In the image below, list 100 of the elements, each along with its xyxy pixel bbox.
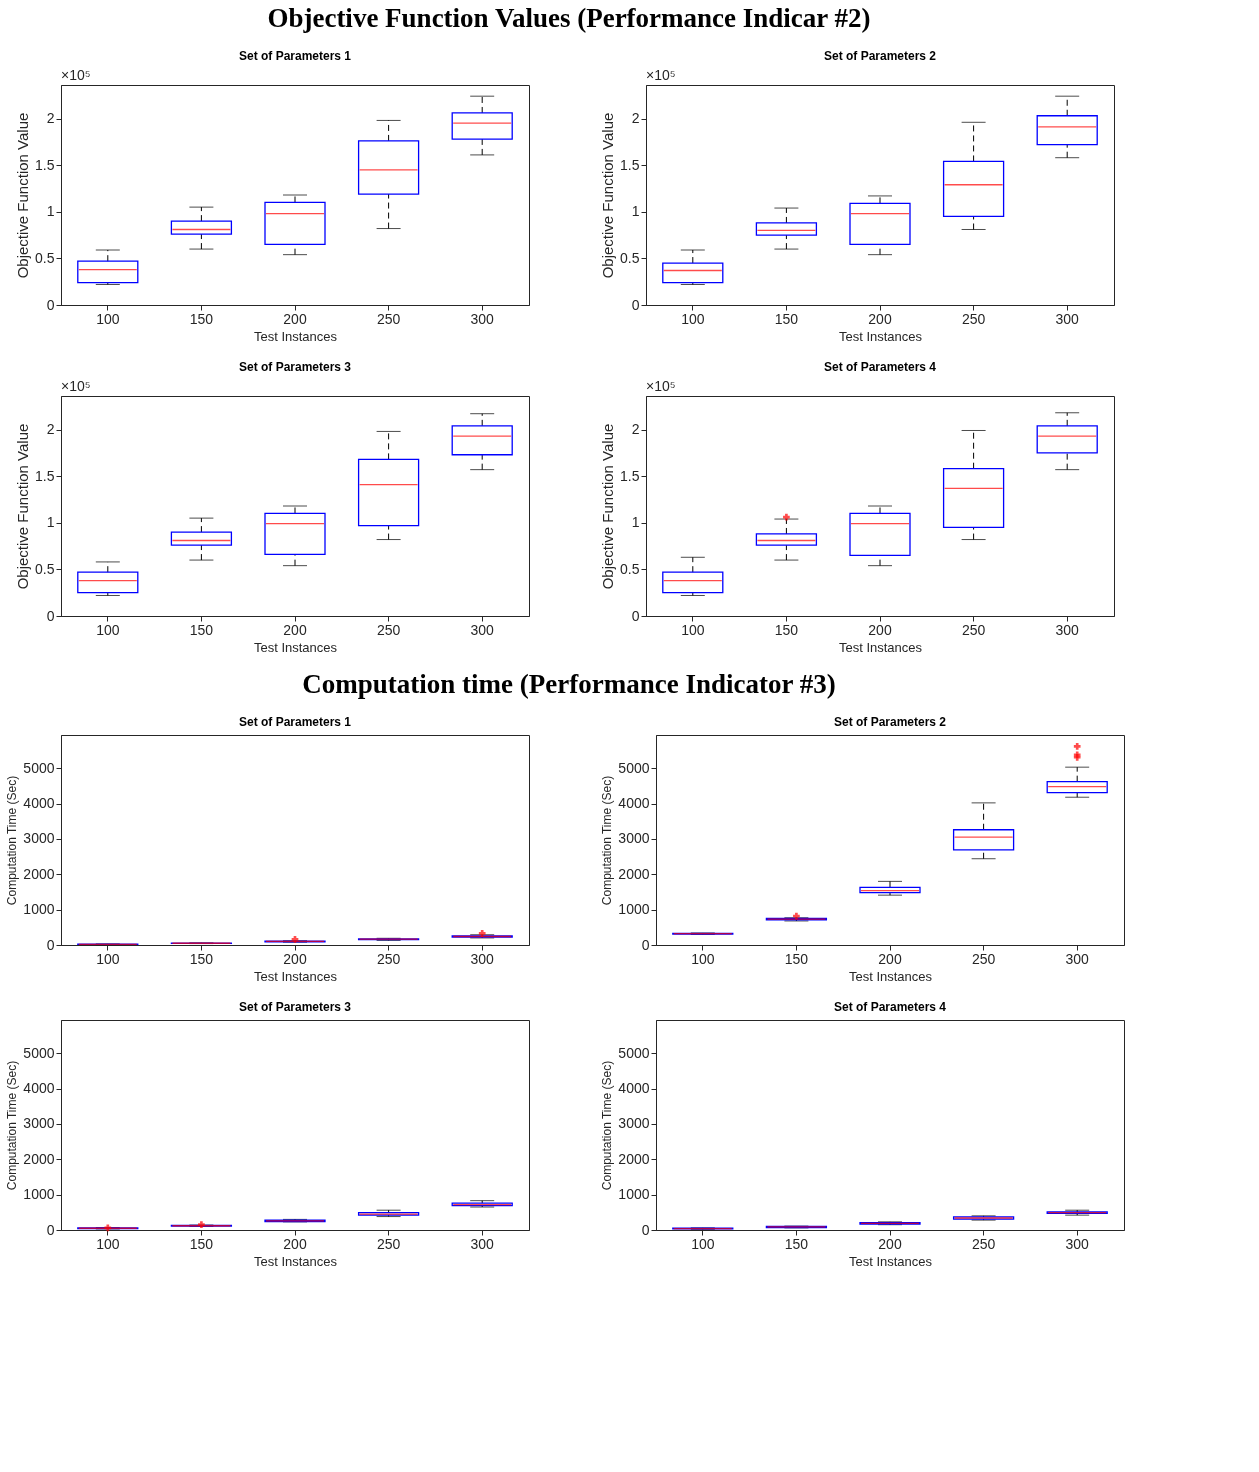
- y-tick-label: 1: [46, 514, 55, 531]
- y-tick-label: 1.5: [620, 467, 640, 484]
- y-tick-label: 3000: [618, 830, 650, 847]
- x-tick-label: 250: [961, 310, 986, 327]
- x-tick-label: 100: [691, 950, 715, 967]
- y-axis-title: Objective Function Value: [599, 112, 617, 279]
- x-axis-title: Test Instances: [253, 1253, 338, 1269]
- x-tick-label: 300: [1065, 1235, 1090, 1252]
- x-tick-label: 100: [96, 621, 120, 638]
- y-tick-label: 5000: [618, 1044, 650, 1061]
- x-tick-label: 100: [681, 310, 705, 327]
- y-tick-label: 3000: [23, 1115, 55, 1132]
- y-tick-label: 2000: [618, 865, 650, 882]
- x-tick-label: 150: [189, 621, 214, 638]
- x-tick-label: 150: [189, 310, 214, 327]
- x-tick-label: 250: [971, 950, 996, 967]
- y-tick-label: 2: [46, 421, 55, 438]
- x-tick-label: 150: [189, 1235, 214, 1252]
- x-tick-label: 100: [681, 621, 705, 638]
- y-axis-title: Computation Time (Sec): [600, 775, 615, 906]
- x-tick-label: 300: [1055, 621, 1080, 638]
- y-tick-label: 2: [631, 421, 640, 438]
- y-tick-label: 5000: [23, 759, 55, 776]
- y-tick-label: 0: [631, 296, 640, 313]
- text: ×10⁵: [646, 67, 676, 83]
- y-tick-label: 2: [46, 110, 55, 127]
- y-tick-label: 0: [46, 607, 55, 624]
- y-tick-label: 1000: [23, 901, 55, 918]
- y-tick-label: 0.5: [35, 249, 55, 266]
- x-tick-label: 150: [784, 1235, 809, 1252]
- x-axis-title: Test Instances: [253, 968, 338, 984]
- x-axis-title: Test Instances: [838, 639, 923, 655]
- y-tick-label: 1000: [618, 1186, 650, 1203]
- text: ×10⁵: [646, 378, 676, 394]
- chart-title: Set of Parameters 1: [238, 49, 352, 63]
- y-tick-label: 0.5: [620, 249, 640, 266]
- x-tick-label: 200: [878, 950, 902, 967]
- x-tick-label: 300: [470, 310, 495, 327]
- y-tick-label: 2000: [23, 1150, 55, 1167]
- y-tick-label: 1000: [23, 1186, 55, 1203]
- chart-title: Set of Parameters 4: [823, 360, 937, 374]
- x-tick-label: 100: [96, 950, 120, 967]
- y-tick-label: 0: [46, 936, 55, 953]
- x-tick-label: 200: [283, 621, 307, 638]
- y-tick-label: 2000: [618, 1150, 650, 1167]
- x-tick-label: 150: [784, 950, 809, 967]
- y-tick-label: 0.5: [35, 560, 55, 577]
- x-tick-label: 300: [470, 621, 495, 638]
- y-tick-label: 4000: [618, 1080, 650, 1097]
- x-tick-label: 200: [868, 310, 892, 327]
- text: ×10⁵: [61, 67, 91, 83]
- x-tick-label: 100: [96, 310, 120, 327]
- x-axis-title: Test Instances: [253, 328, 338, 344]
- x-tick-label: 250: [376, 950, 401, 967]
- x-tick-label: 250: [971, 1235, 996, 1252]
- y-tick-label: 1.5: [35, 467, 55, 484]
- y-tick-label: 2000: [23, 865, 55, 882]
- x-tick-label: 150: [189, 950, 214, 967]
- x-tick-label: 200: [283, 1235, 307, 1252]
- y-tick-label: 1: [631, 203, 640, 220]
- y-axis-title: Computation Time (Sec): [5, 1060, 20, 1191]
- y-tick-label: 1: [631, 514, 640, 531]
- x-axis-title: Test Instances: [838, 328, 923, 344]
- y-tick-label: 1.5: [620, 156, 640, 173]
- y-tick-label: 2: [631, 110, 640, 127]
- x-tick-label: 250: [961, 621, 986, 638]
- y-tick-label: 0.5: [620, 560, 640, 577]
- x-tick-label: 300: [470, 1235, 495, 1252]
- y-tick-label: 4000: [618, 795, 650, 812]
- x-tick-label: 200: [283, 310, 307, 327]
- x-axis-title: Test Instances: [848, 968, 933, 984]
- chart-title: Set of Parameters 3: [238, 360, 352, 374]
- text: Computation time (Performance Indicator #3): [302, 669, 836, 699]
- y-axis-title: Computation Time (Sec): [600, 1060, 615, 1191]
- x-tick-label: 150: [774, 310, 799, 327]
- y-tick-label: 0: [641, 936, 650, 953]
- chart-title: Set of Parameters 2: [833, 715, 947, 729]
- x-tick-label: 250: [376, 621, 401, 638]
- y-tick-label: 1.5: [35, 156, 55, 173]
- x-tick-label: 200: [283, 950, 307, 967]
- chart-title: Set of Parameters 1: [238, 715, 352, 729]
- y-tick-label: 1: [46, 203, 55, 220]
- y-tick-label: 4000: [23, 795, 55, 812]
- x-tick-label: 300: [1065, 950, 1090, 967]
- x-tick-label: 250: [376, 310, 401, 327]
- x-tick-label: 250: [376, 1235, 401, 1252]
- y-tick-label: 0: [641, 1221, 650, 1238]
- y-tick-label: 1000: [618, 901, 650, 918]
- y-axis-title: Computation Time (Sec): [5, 775, 20, 906]
- x-tick-label: 200: [868, 621, 892, 638]
- y-axis-title: Objective Function Value: [14, 112, 32, 279]
- text: ×10⁵: [61, 378, 91, 394]
- x-tick-label: 200: [878, 1235, 902, 1252]
- x-tick-label: 100: [691, 1235, 715, 1252]
- x-tick-label: 300: [1055, 310, 1080, 327]
- chart-title: Set of Parameters 4: [833, 1000, 947, 1014]
- y-tick-label: 0: [631, 607, 640, 624]
- x-axis-title: Test Instances: [253, 639, 338, 655]
- y-tick-label: 3000: [23, 830, 55, 847]
- y-tick-label: 4000: [23, 1080, 55, 1097]
